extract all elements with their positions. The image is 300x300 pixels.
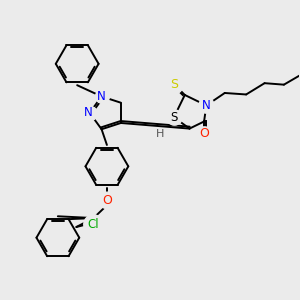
Text: N: N bbox=[97, 90, 106, 103]
Text: Cl: Cl bbox=[87, 218, 99, 230]
Text: N: N bbox=[202, 99, 211, 112]
Text: S: S bbox=[170, 78, 178, 91]
Text: N: N bbox=[84, 106, 93, 119]
Text: O: O bbox=[102, 194, 112, 207]
Text: H: H bbox=[155, 129, 164, 139]
Text: S: S bbox=[170, 111, 178, 124]
Text: O: O bbox=[199, 128, 209, 140]
